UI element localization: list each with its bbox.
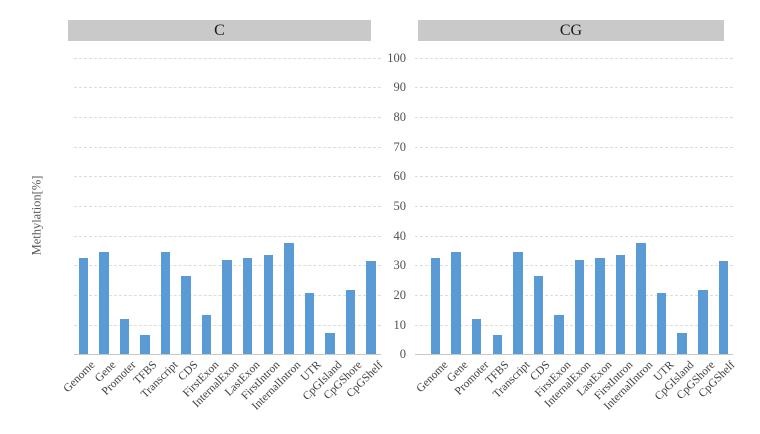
- axis-baseline: [74, 354, 381, 356]
- bar: [471, 319, 482, 355]
- bar: [574, 259, 585, 355]
- gridline: [415, 324, 733, 326]
- bar: [533, 275, 544, 355]
- y-tick-label: 40: [393, 228, 407, 243]
- bar: [513, 251, 523, 355]
- gridline: [74, 87, 381, 89]
- y-tick-label: 30: [393, 258, 407, 273]
- bar: [698, 290, 708, 355]
- bar: [325, 333, 335, 355]
- panel-header-cg: CG: [418, 20, 724, 41]
- bar: [451, 251, 461, 355]
- gridline: [415, 87, 733, 89]
- y-tick-label: 90: [393, 80, 407, 95]
- gridline: [415, 146, 733, 148]
- panel-title-cg: CG: [559, 22, 583, 39]
- gridline: [74, 57, 381, 59]
- gridline: [415, 295, 733, 297]
- bar: [304, 292, 315, 355]
- gridline: [74, 146, 381, 148]
- bar: [78, 257, 89, 355]
- bar: [492, 335, 502, 355]
- gridline: [74, 235, 381, 237]
- bar: [366, 260, 376, 355]
- bar: [430, 257, 441, 355]
- axis-baseline: [415, 354, 733, 356]
- y-tick-label: 10: [393, 317, 407, 332]
- bar: [595, 257, 605, 355]
- bar: [160, 251, 171, 355]
- bar: [222, 259, 232, 355]
- bar: [263, 254, 273, 355]
- gridline: [415, 265, 733, 267]
- gridline: [415, 176, 733, 178]
- y-tick-label: 20: [393, 288, 407, 303]
- gridline: [415, 235, 733, 237]
- bar: [636, 242, 646, 355]
- bar: [615, 254, 626, 355]
- gridline: [415, 116, 733, 118]
- panel-header-c: C: [68, 20, 371, 41]
- bar: [718, 260, 729, 355]
- y-tick-label: 50: [393, 199, 407, 213]
- bar: [99, 251, 109, 355]
- bar: [119, 319, 130, 355]
- gridline: [415, 57, 733, 59]
- y-axis-title: Methylation[%]: [29, 175, 44, 256]
- gridline: [415, 206, 733, 207]
- bar: [201, 314, 212, 355]
- y-tick-label: 0: [399, 347, 406, 362]
- gridline: [74, 116, 381, 118]
- gridline: [74, 206, 381, 207]
- bar: [181, 275, 191, 355]
- bar: [345, 290, 356, 355]
- bar: [554, 314, 564, 355]
- y-tick-label: 70: [393, 139, 407, 154]
- panel-title-c: C: [214, 22, 225, 39]
- y-tick-label: 80: [393, 109, 407, 124]
- bar: [242, 257, 253, 355]
- bar: [656, 292, 667, 355]
- y-tick-label: 60: [393, 169, 407, 184]
- bar: [677, 333, 687, 355]
- gridline: [74, 176, 381, 178]
- bar: [284, 242, 294, 355]
- y-tick-label: 100: [387, 50, 406, 65]
- bar: [140, 335, 150, 355]
